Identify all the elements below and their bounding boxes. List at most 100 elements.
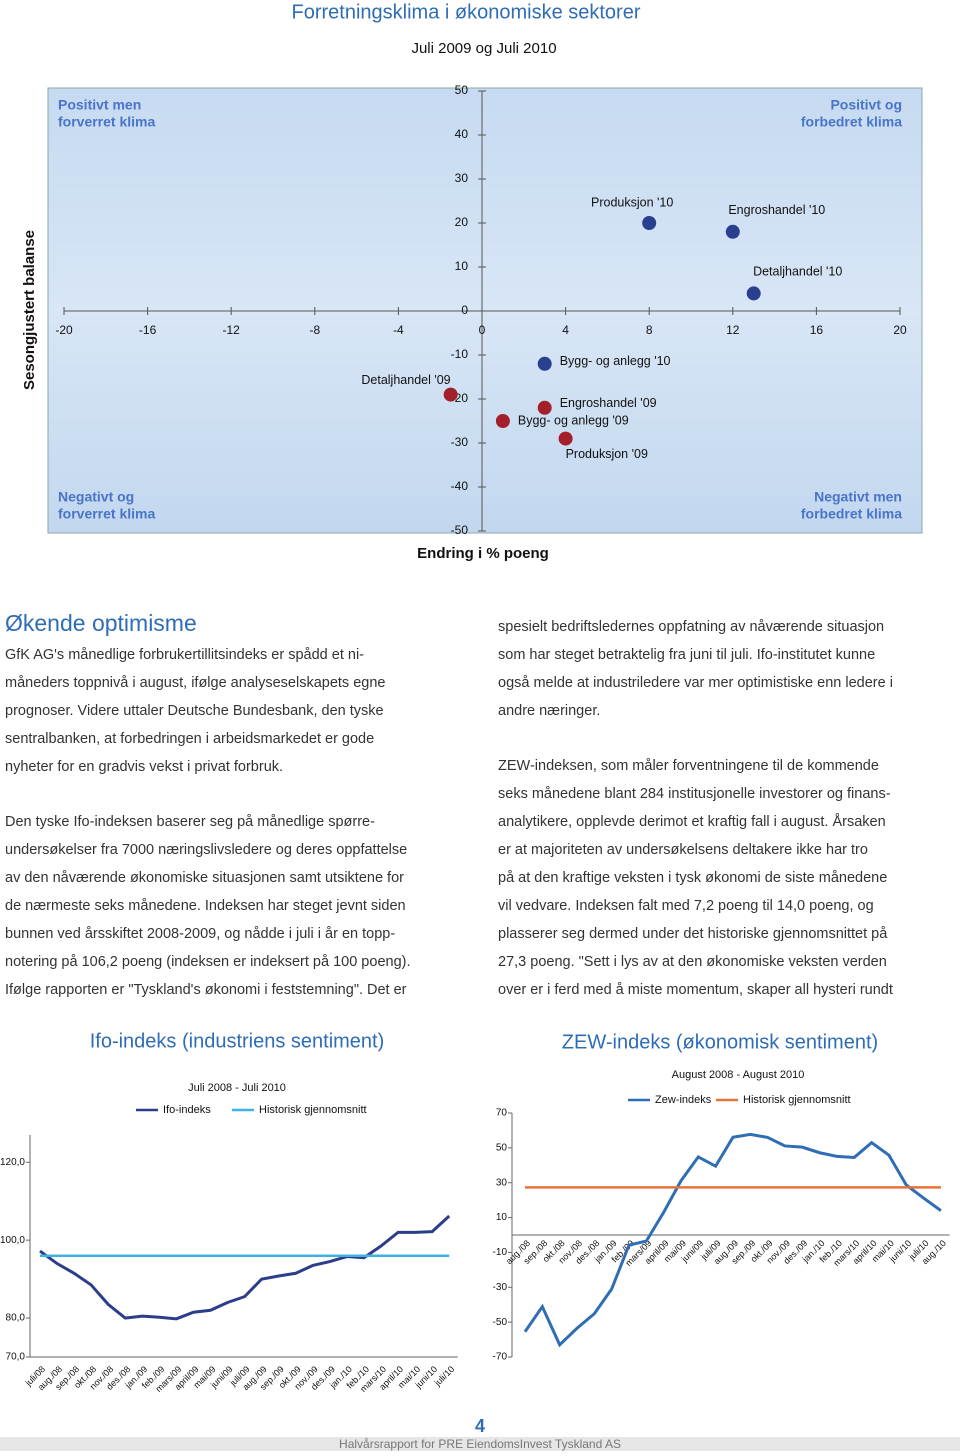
article-line: nyheter for en gradvis vekst i privat fo… xyxy=(5,759,283,775)
article-line: på at den kraftige veksten i tysk økonom… xyxy=(498,870,887,886)
y-tick-label: 70,0 xyxy=(6,1352,26,1363)
y-tick-label: 50 xyxy=(496,1142,508,1153)
y-tick-label: 0 xyxy=(461,303,468,317)
x-tick-label: -16 xyxy=(139,323,157,337)
article-line: spesielt bedriftsledernes oppfatning av … xyxy=(498,619,884,635)
footer-text: Halvårsrapport for PRE EiendomsInvest Ty… xyxy=(339,1437,621,1451)
point xyxy=(746,286,761,301)
series-line xyxy=(523,1132,942,1348)
legend-label: Zew-indeks xyxy=(655,1094,712,1106)
quadrant-label: forverret klima xyxy=(58,114,155,130)
y-tick-label: 40 xyxy=(455,127,469,141)
chart-title: ZEW-indeks (økonomisk sentiment) xyxy=(562,1031,878,1053)
y-tick-label: -50 xyxy=(451,523,469,537)
point xyxy=(537,356,552,371)
y-tick-label: -50 xyxy=(493,1317,508,1328)
y-tick-label: 80,0 xyxy=(6,1313,26,1324)
point xyxy=(558,431,573,446)
quadrant-label: Negativt og xyxy=(58,489,134,505)
y-tick-label: 50 xyxy=(455,83,469,97)
legend-label: Ifo-indeks xyxy=(163,1104,211,1116)
page-number: 4 xyxy=(475,1416,485,1436)
point-label: Bygg- og anlegg '10 xyxy=(560,354,671,368)
legend-label: Historisk gjennomsnitt xyxy=(743,1094,851,1106)
chart-subtitle: Juli 2009 og Juli 2010 xyxy=(411,40,556,57)
y-tick-label: 30 xyxy=(496,1177,508,1188)
quadrant-label: forbedret klima xyxy=(801,506,902,522)
chart-title: Forretningsklima i økonomiske sektorer xyxy=(292,1,641,23)
point xyxy=(537,400,552,415)
y-tick-label: 10 xyxy=(455,259,469,273)
point xyxy=(443,387,458,402)
article-line: 27,3 poeng. "Sett i lys av at den økonom… xyxy=(498,954,887,970)
y-tick-label: 120,0 xyxy=(0,1157,25,1168)
y-tick-label: -30 xyxy=(451,435,469,449)
article-line: bunnen ved årsskiftet 2008-2009, og nådd… xyxy=(5,926,395,942)
chart-subtitle: August 2008 - August 2010 xyxy=(672,1069,805,1081)
point xyxy=(495,414,510,428)
y-tick-label: -40 xyxy=(451,479,469,493)
y-tick-label: 100,0 xyxy=(0,1235,25,1246)
y-tick-label: 20 xyxy=(455,215,469,229)
point-label: Detaljhandel '10 xyxy=(753,265,842,279)
x-tick-label: 8 xyxy=(646,323,653,337)
article-line: undersøkelser fra 7000 næringslivsledere… xyxy=(5,842,407,858)
article-line: er at majoriteten av undersøkelsens delt… xyxy=(498,842,868,858)
chart-subtitle: Juli 2008 - Juli 2010 xyxy=(188,1082,286,1094)
y-tick-label: -70 xyxy=(493,1352,508,1363)
article-line: de nærmeste seks månedene. Indeksen har … xyxy=(5,898,406,914)
article-line: av den nåværende økonomiske situasjonen … xyxy=(5,870,404,886)
article-line: analytikere, opplevde derimot et kraftig… xyxy=(498,813,886,830)
article-line: seks månedene blant 284 institusjonelle … xyxy=(498,786,891,802)
x-tick-label: 4 xyxy=(562,323,569,337)
y-tick-label: -10 xyxy=(493,1247,508,1258)
article-line: som har steget betraktelig fra juni til … xyxy=(498,647,875,663)
y-axis-label: Sesongjustert balanse xyxy=(21,230,38,390)
quadrant-label: Positivt men xyxy=(58,97,141,113)
x-tick-label: 0 xyxy=(479,323,486,337)
article-line: Ifølge rapporten er "Tyskland's økonomi … xyxy=(5,982,407,998)
article-line: andre næringer. xyxy=(498,703,600,719)
y-tick-label: 70 xyxy=(496,1108,508,1119)
quadrant-label: Negativt men xyxy=(814,489,902,505)
x-tick-label: 12 xyxy=(726,323,740,337)
article-line: plasserer seg dermed under det historisk… xyxy=(498,926,888,942)
article-heading: Økende optimisme xyxy=(5,610,197,636)
article-line: også melde at industriledere var mer opt… xyxy=(498,675,893,691)
quadrant-label: forbedret klima xyxy=(801,114,902,130)
article-line: Den tyske Ifo-indeksen baserer seg på må… xyxy=(5,814,375,830)
article-line: sentralbanken, at forbedringen i arbeids… xyxy=(5,731,374,747)
article-line: ZEW-indeksen, som måler forventningene t… xyxy=(498,758,879,774)
x-axis-label: Endring i % poeng xyxy=(417,545,549,562)
y-tick-label: -30 xyxy=(493,1282,508,1293)
y-tick-label: -10 xyxy=(451,347,469,361)
article-line: over er i ferd med å miste momentum, ska… xyxy=(498,982,893,998)
article-line: notering på 106,2 poeng (indeksen er ind… xyxy=(5,954,411,970)
x-tick-label: -20 xyxy=(55,323,73,337)
article-line: prognoser. Videre uttaler Deutsche Bunde… xyxy=(5,703,384,719)
y-tick-label: 30 xyxy=(455,171,469,185)
article-line: måneders toppnivå i august, ifølge analy… xyxy=(5,675,385,691)
x-tick-label: -8 xyxy=(309,323,320,337)
point xyxy=(642,216,657,230)
legend-label: Historisk gjennomsnitt xyxy=(259,1104,367,1116)
article-line: GfK AG's månedlige forbrukertillitsindek… xyxy=(5,647,364,663)
quadrant-label: forverret klima xyxy=(58,506,155,522)
chart-title: Ifo-indeks (industriens sentiment) xyxy=(90,1030,385,1052)
point-label: Engroshandel '09 xyxy=(560,396,657,410)
y-tick-label: 10 xyxy=(496,1212,508,1223)
article-line: vil vedvare. Indeksen falt med 7,2 poeng… xyxy=(498,898,874,914)
point-label: Bygg- og anlegg '09 xyxy=(518,413,629,427)
quadrant-label: Positivt og xyxy=(830,97,902,113)
x-tick-label: 20 xyxy=(893,323,907,337)
x-tick-label: -4 xyxy=(393,323,404,337)
point xyxy=(725,224,740,239)
footer-bar xyxy=(0,1437,960,1451)
series-line xyxy=(39,1214,451,1321)
point-label: Produksjon '10 xyxy=(591,195,673,209)
point-label: Detaljhandel '09 xyxy=(361,373,450,387)
x-tick-label: -12 xyxy=(223,323,241,337)
point-label: Produksjon '09 xyxy=(566,447,648,461)
